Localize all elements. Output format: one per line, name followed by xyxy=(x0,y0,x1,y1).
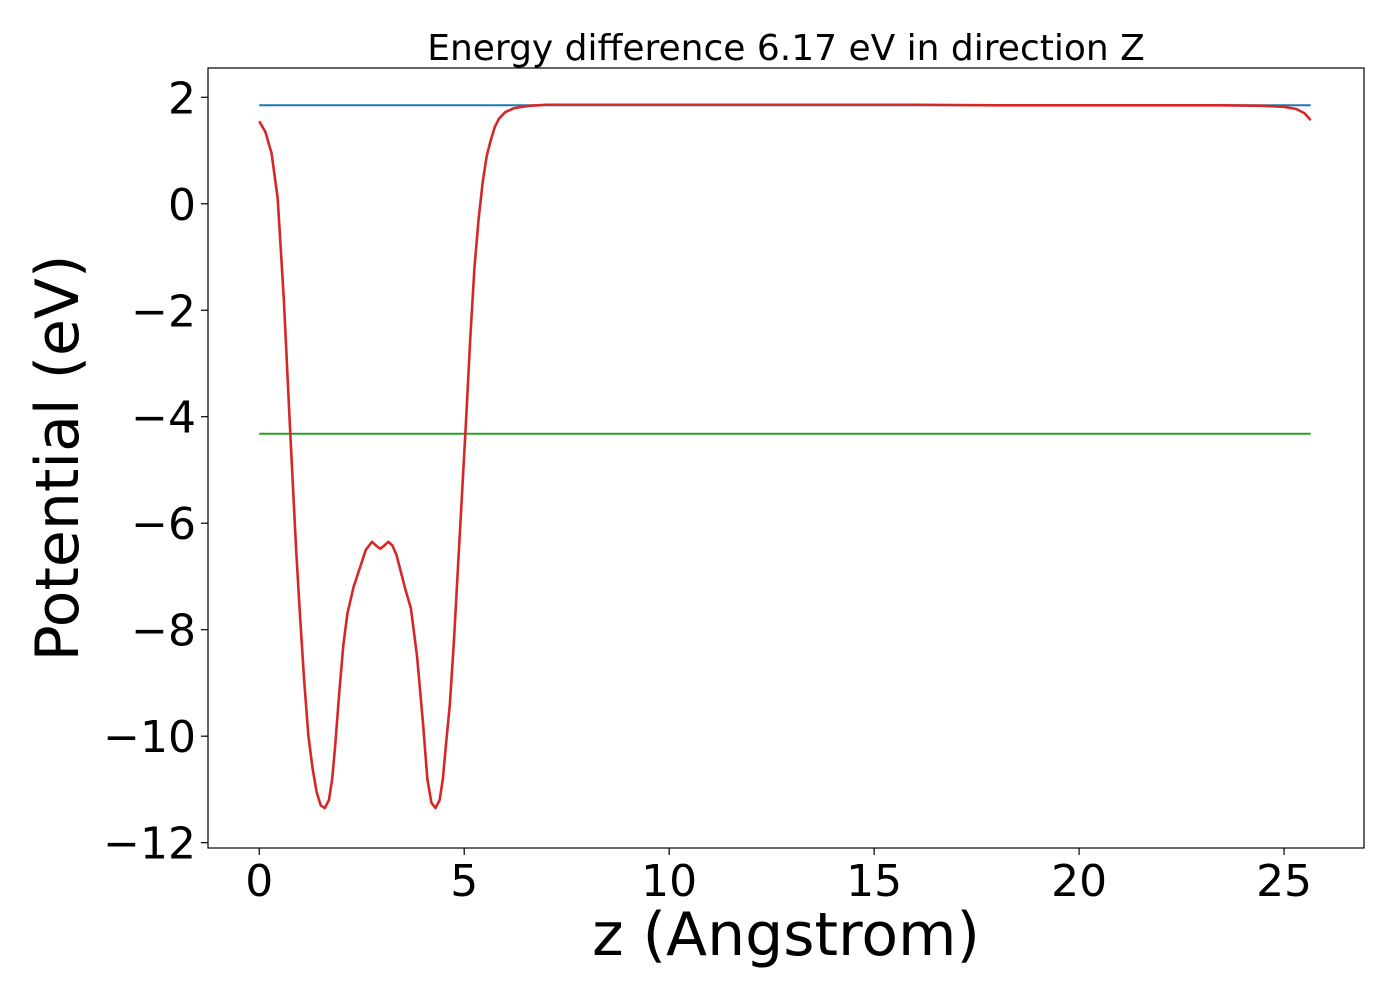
x-tick-label: 10 xyxy=(641,856,697,907)
y-axis-label: Potential (eV) xyxy=(23,255,93,662)
y-tick-label: −10 xyxy=(103,712,196,763)
chart-title: Energy difference 6.17 eV in direction Z xyxy=(427,28,1145,69)
plot-frame xyxy=(207,67,1365,849)
y-tick-label: −2 xyxy=(131,286,196,337)
y-axis-ticks: 2 0 −2 −4 −6 −8 −10 −12 xyxy=(103,73,208,870)
x-tick-label: 20 xyxy=(1051,856,1107,907)
x-axis-label: z (Angstrom) xyxy=(592,900,980,970)
y-tick-label: −4 xyxy=(131,393,196,444)
y-tick-label: 2 xyxy=(168,73,196,124)
y-tick-label: −6 xyxy=(131,499,196,550)
series-line-3 xyxy=(258,103,1312,810)
x-tick-label: 15 xyxy=(846,856,902,907)
x-tick-label: 0 xyxy=(245,856,273,907)
y-tick-label: 0 xyxy=(168,180,196,231)
y-tick-label: −12 xyxy=(103,819,196,870)
x-tick-label: 5 xyxy=(450,856,478,907)
x-tick-label: 25 xyxy=(1256,856,1312,907)
x-axis-ticks: 0 5 10 15 20 25 xyxy=(245,848,1312,907)
y-tick-label: −8 xyxy=(131,606,196,657)
plot-area xyxy=(207,67,1365,849)
